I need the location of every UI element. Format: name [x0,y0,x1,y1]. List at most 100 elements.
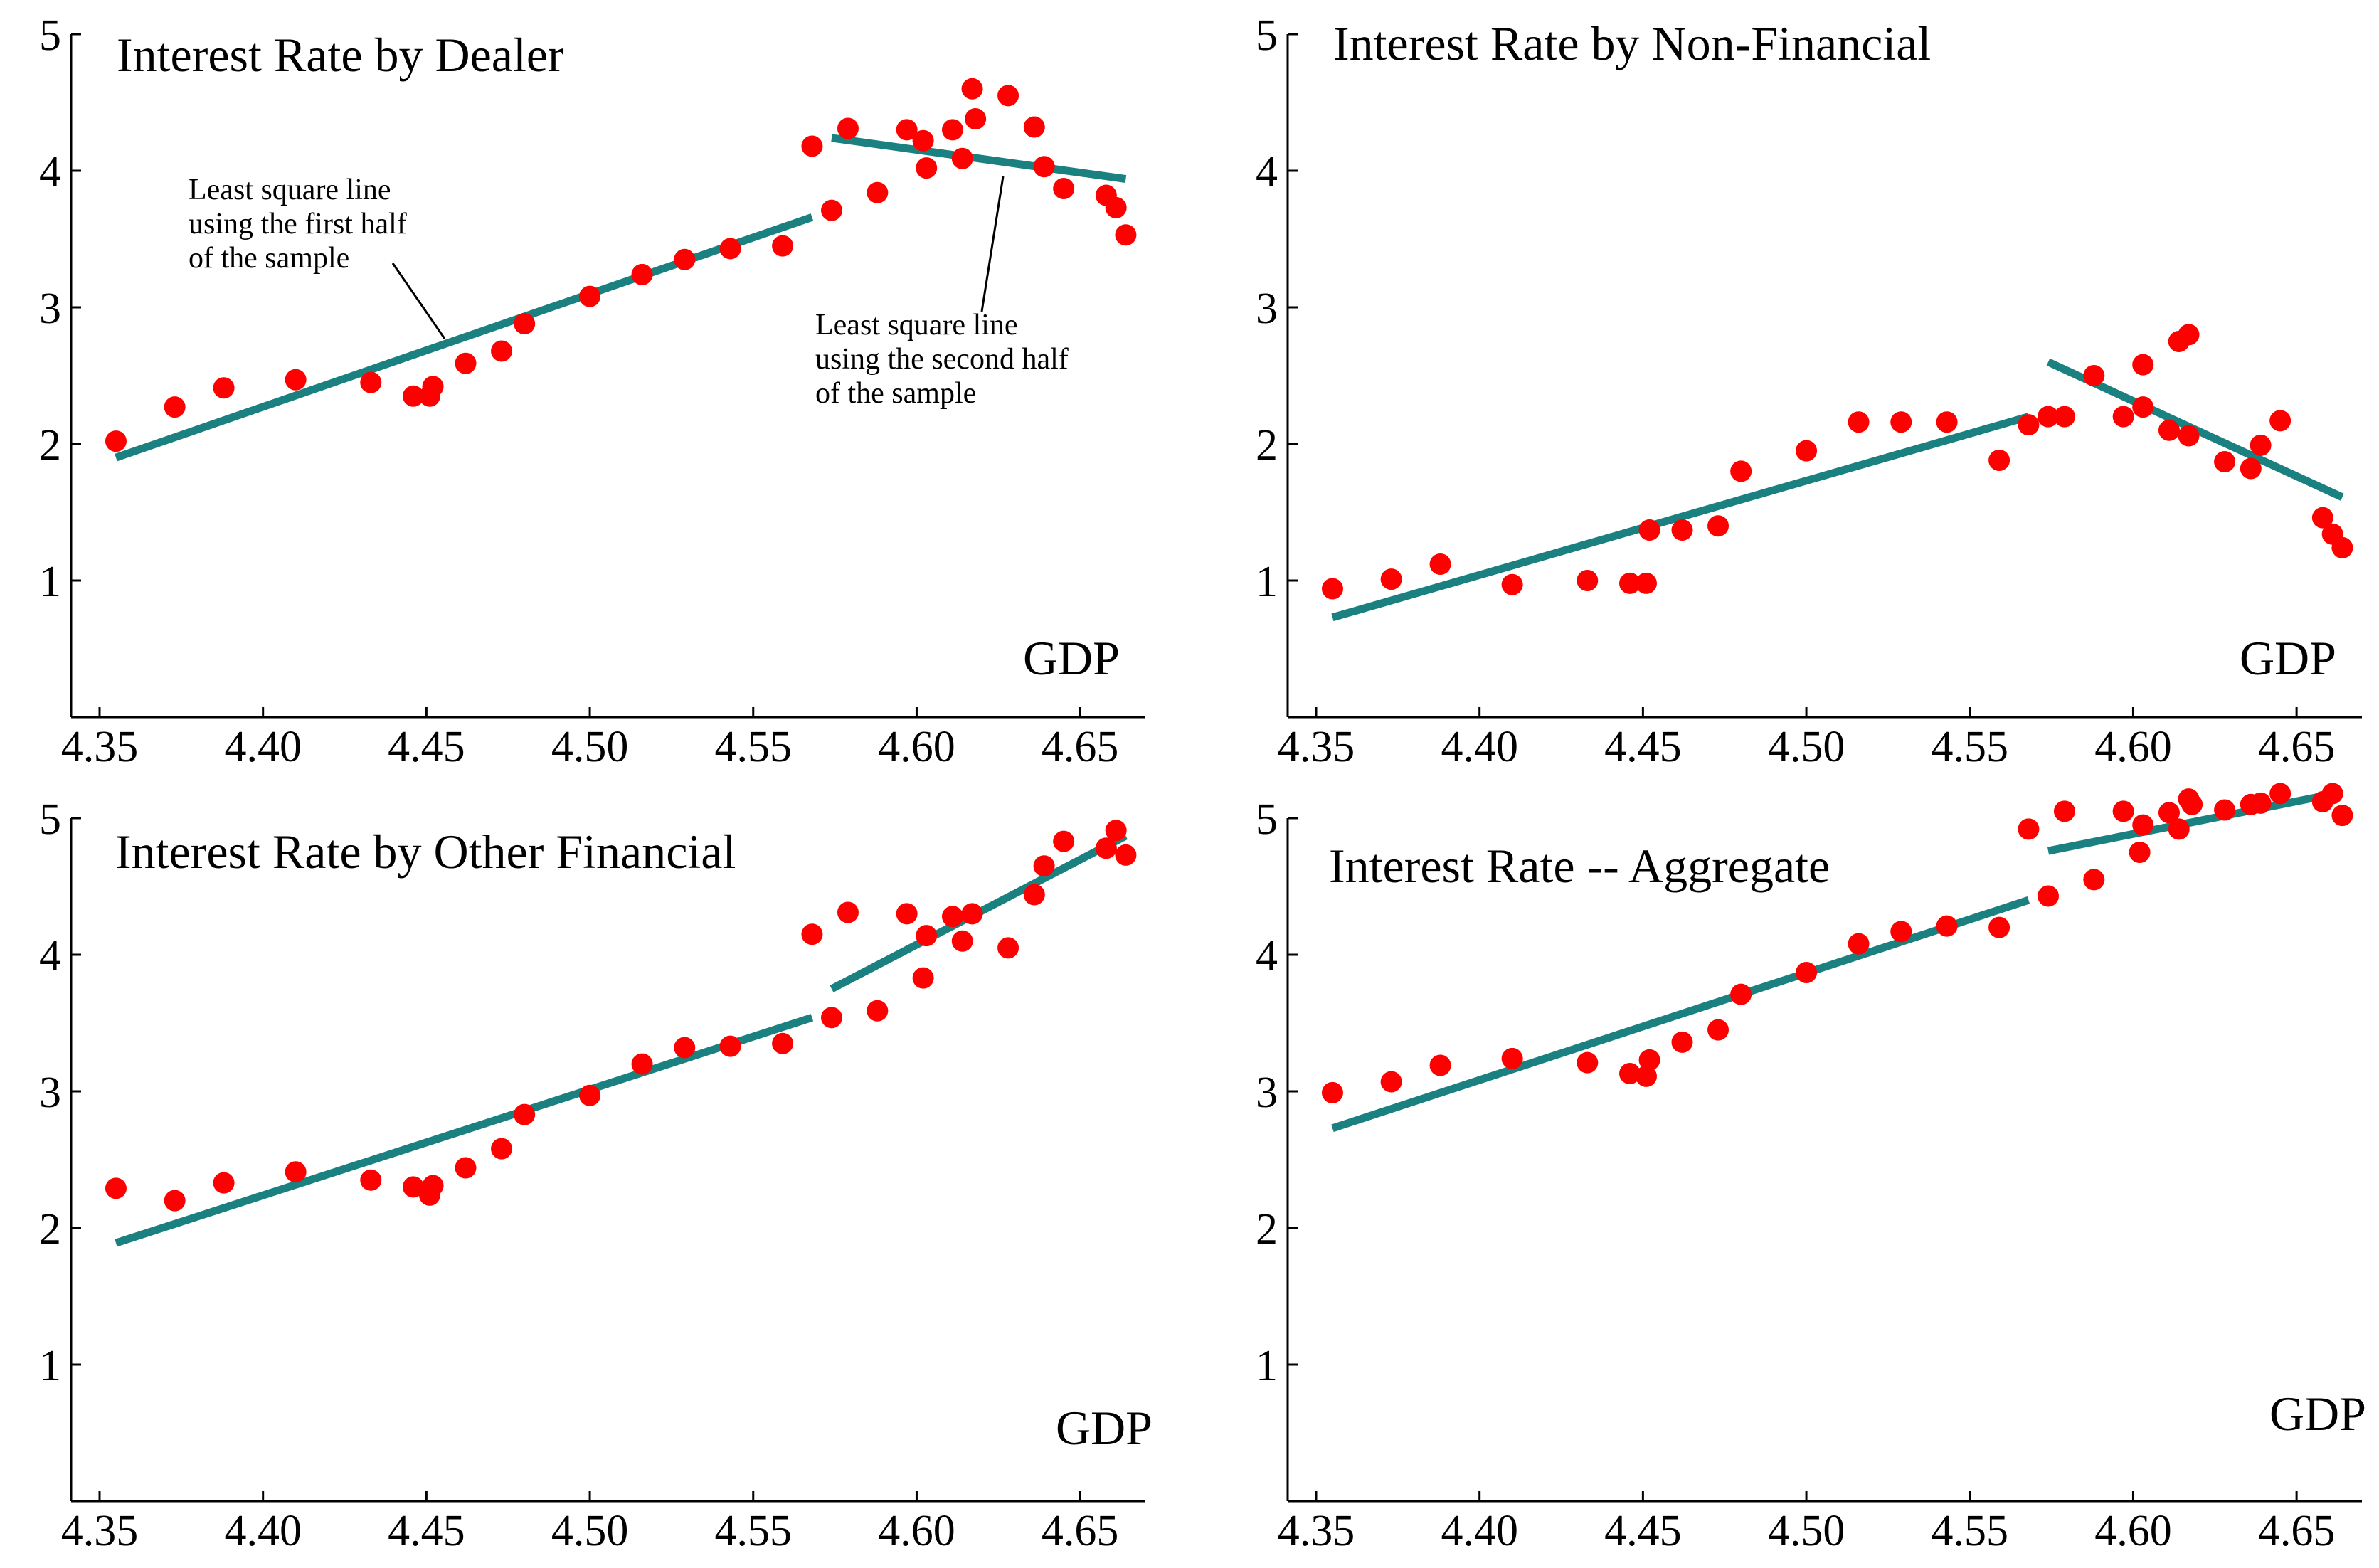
data-point [1638,519,1660,541]
x-tick-label: 4.40 [224,1507,302,1555]
data-point [1638,1049,1660,1071]
data-point [821,199,842,221]
data-point [2158,802,2180,824]
data-point [1501,1047,1523,1069]
x-tick-label: 4.50 [1768,1507,1845,1555]
data-point [1707,515,1729,537]
y-tick-label: 2 [1256,1205,1278,1254]
data-point [2331,536,2353,558]
data-point [1380,1071,1402,1093]
x-tick-label: 4.55 [715,1507,793,1555]
data-point [2178,324,2200,346]
y-tick-label: 2 [39,421,61,470]
data-point [1105,820,1127,842]
y-tick-label: 4 [1256,148,1278,196]
data-point [1023,116,1045,138]
x-tick-label: 4.65 [2258,1507,2336,1555]
y-tick-label: 4 [39,148,61,196]
data-point [1635,1065,1657,1087]
data-point [1988,450,2010,472]
x-tick-label: 4.35 [1278,723,1355,771]
y-tick-label: 1 [1256,1342,1278,1390]
data-point [1730,983,1752,1005]
data-point [455,1157,477,1179]
fit-line [2047,788,2343,855]
data-point [403,1176,424,1198]
data-point [285,1161,307,1183]
data-point [105,430,127,452]
data-point [1848,933,1870,955]
data-point [772,1032,794,1054]
x-tick-label: 4.35 [61,723,139,771]
data-point [674,248,696,270]
data-point [2018,414,2040,436]
y-tick-label: 1 [39,558,61,606]
data-point [2112,406,2134,428]
y-tick-label: 5 [1256,795,1278,844]
data-point [2168,818,2190,840]
fit-line [1331,413,2030,622]
x-axis-title: GDP [2269,1387,2366,1441]
chart-panel-aggregate: 1 2 3 4 5 4.35 4.40 4.45 4.50 4.55 4.60 4.65 Intere… [1256,783,2366,1555]
data-point [2053,800,2075,822]
data-point [2053,406,2075,428]
data-point [403,385,424,407]
annotation-line: using the first half [189,208,407,240]
annotation-second-half: Least square line using the second half … [815,176,1069,410]
data-point [2250,434,2272,456]
x-tick-label: 4.35 [1278,1507,1355,1555]
x-tick-label: 4.65 [1042,1507,1119,1555]
data-point [1033,855,1055,877]
y-tick-label: 4 [1256,932,1278,980]
x-tick-label: 4.50 [551,1507,629,1555]
y-tick-label: 5 [39,795,61,844]
data-point [1105,196,1127,218]
x-tick-label: 4.35 [61,1507,139,1555]
annotation-line: of the sample [815,377,976,410]
y-tick-label: 4 [39,932,61,980]
data-point [1848,411,1870,433]
x-tick-label: 4.55 [715,723,793,771]
y-tick-label: 3 [1256,285,1278,333]
annotation-first-half: Least square line using the first half o… [189,174,446,339]
x-tick-label: 4.40 [1441,723,1518,771]
chart-panel-dealer: 1 2 3 4 5 4.35 4.40 4.45 4.50 4.55 4.60 4.65 Intere… [39,11,1145,771]
x-tick-label: 4.40 [1441,1507,1518,1555]
data-point [2214,450,2236,472]
data-point [1033,156,1055,178]
data-point [2269,783,2291,805]
panel-title: Interest Rate -- Aggregate [1329,839,1830,893]
x-tick-label: 4.60 [2094,723,2172,771]
data-point [2214,799,2236,821]
data-point [912,967,934,989]
data-point [1023,884,1045,906]
data-point [514,313,536,335]
data-point [912,129,934,152]
x-tick-label: 4.45 [1604,1507,1682,1555]
data-point [951,147,973,169]
data-point [867,1000,889,1022]
data-point [674,1037,696,1059]
x-axis-title: GDP [1023,631,1120,685]
data-point [719,1035,741,1057]
data-point [491,340,513,362]
fit-line [1331,896,2030,1133]
panel-title: Interest Rate by Dealer [117,28,564,82]
data-point [1936,411,1958,433]
data-point [213,1172,235,1194]
data-point [951,930,973,952]
data-point [1671,1031,1693,1053]
data-point [422,376,444,398]
annotation-line: Least square line [189,174,391,206]
panel-title: Interest Rate by Other Financial [115,825,736,879]
data-point [631,263,653,285]
data-point [997,85,1019,107]
data-point [801,135,823,157]
data-point [2181,793,2203,815]
data-point [1115,224,1137,246]
y-tick-label: 5 [1256,11,1278,60]
data-point [1577,1051,1599,1074]
data-point [1115,844,1137,866]
annotation-line: Least square line [815,309,1018,341]
annotation-line: of the sample [189,242,349,275]
